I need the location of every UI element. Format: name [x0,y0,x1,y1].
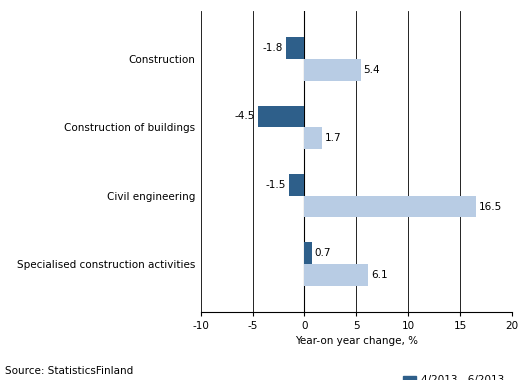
Text: 5.4: 5.4 [364,65,380,75]
Bar [305,264,368,286]
Bar [305,127,322,149]
Bar [286,37,305,59]
Bar [258,106,305,127]
X-axis label: Year-on year change, %: Year-on year change, % [295,336,418,346]
Text: 0.7: 0.7 [315,248,332,258]
Text: 6.1: 6.1 [371,270,388,280]
Text: 16.5: 16.5 [479,201,502,212]
Bar [305,242,312,264]
Text: -1.5: -1.5 [266,180,286,190]
Bar [305,59,361,81]
Legend: 4/2013 - 6/2013, 4/2012 - 6/2012: 4/2013 - 6/2013, 4/2012 - 6/2012 [399,371,508,380]
Text: -1.8: -1.8 [262,43,282,53]
Text: -4.5: -4.5 [234,111,254,122]
Text: Source: StatisticsFinland: Source: StatisticsFinland [5,366,134,376]
Bar [289,174,305,196]
Bar [305,196,476,217]
Text: 1.7: 1.7 [325,133,342,143]
